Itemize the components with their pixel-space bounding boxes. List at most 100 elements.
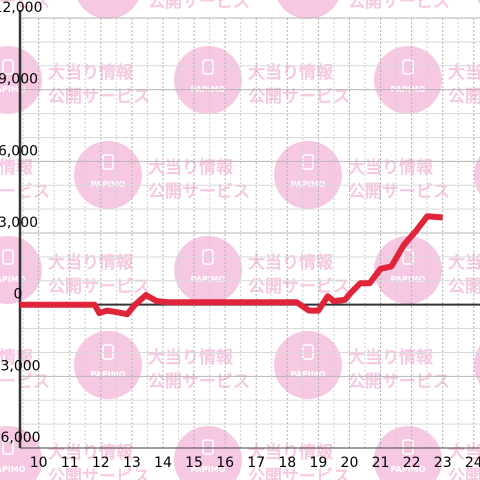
x-tick-label: 23 bbox=[434, 455, 452, 471]
watermark-logo-circle bbox=[374, 46, 442, 114]
x-tick-label: 17 bbox=[247, 455, 265, 471]
watermark-line1: 大当り情報 bbox=[448, 442, 480, 463]
y-tick-label: 9,000 bbox=[0, 72, 38, 88]
watermark-line1: 大当り情報 bbox=[248, 62, 334, 83]
watermark-line1: 大当り情報 bbox=[48, 252, 134, 273]
x-tick-label: 20 bbox=[341, 455, 359, 471]
watermark-logo-text: PAPIMO bbox=[191, 465, 226, 474]
watermark-logo-circle bbox=[474, 345, 480, 385]
watermark-line1: 大当り情報 bbox=[48, 62, 134, 83]
watermark-logo-circle bbox=[174, 236, 242, 304]
watermark-logo-text: PAPIMO bbox=[291, 370, 326, 379]
watermark-line1: 大当り情報 bbox=[148, 347, 234, 368]
watermark-line2: 公開サービス bbox=[48, 467, 150, 480]
watermark-logo-text: PAPIMO bbox=[0, 85, 26, 94]
watermark-logo-text: PAPIMO bbox=[291, 180, 326, 189]
watermark-logo-text: PAPIMO bbox=[91, 370, 126, 379]
watermark-line2: 公開サービス bbox=[48, 87, 150, 107]
watermark-line2: 公開サービス bbox=[448, 277, 480, 297]
watermark-line2: 公開サービス bbox=[0, 182, 50, 202]
watermark-line2: 公開サービス bbox=[48, 277, 150, 297]
watermark-line2: 公開サービス bbox=[448, 87, 480, 107]
x-tick-label: 22 bbox=[403, 455, 421, 471]
watermark-line1: 大当り情報 bbox=[248, 442, 334, 463]
slot-machine-icon bbox=[2, 249, 14, 265]
watermark-line2: 公開サービス bbox=[348, 0, 450, 12]
x-tick-label: 13 bbox=[123, 455, 141, 471]
watermark-line2: 公開サービス bbox=[148, 372, 250, 392]
y-tick-label: 6,000 bbox=[0, 143, 38, 159]
watermark-line1: 大当り情報 bbox=[348, 157, 434, 178]
y-tick-label: 3,000 bbox=[0, 215, 38, 231]
watermark-logo-text: PAPIMO bbox=[0, 275, 26, 284]
watermark-logo-circle bbox=[277, 0, 339, 19]
watermark-logo-circle bbox=[374, 236, 442, 304]
x-tick-label: 21 bbox=[372, 455, 390, 471]
watermark-logo-text: PAPIMO bbox=[191, 275, 226, 284]
watermark-line1: 大当り情報 bbox=[0, 157, 34, 178]
x-tick-label: 14 bbox=[154, 455, 172, 471]
y-tick-label: 0 bbox=[14, 287, 23, 303]
x-tick-label: 10 bbox=[30, 455, 48, 471]
slot-machine-icon bbox=[402, 439, 414, 455]
series-line-0 bbox=[20, 213, 443, 318]
slot-machine-icon bbox=[102, 154, 114, 170]
watermark-line1: 大当り情報 bbox=[348, 347, 434, 368]
x-tick-label: 16 bbox=[216, 455, 234, 471]
watermark-line1: 大当り情報 bbox=[148, 157, 234, 178]
x-tick-label: 15 bbox=[185, 455, 203, 471]
x-tick-label: 12 bbox=[92, 455, 110, 471]
watermark-logo-circle bbox=[477, 0, 480, 5]
watermark-line2: 公開サービス bbox=[248, 87, 350, 107]
watermark-line1: 大当り情報 bbox=[448, 252, 480, 273]
watermark-line2: 公開サービス bbox=[0, 0, 50, 12]
watermark-line2: 公開サービス bbox=[0, 372, 50, 392]
x-tick-label: 24 bbox=[465, 455, 480, 471]
y-tick-label: -3,000 bbox=[0, 358, 41, 374]
x-tick-label: 19 bbox=[309, 455, 327, 471]
x-tick-label: 18 bbox=[278, 455, 296, 471]
watermark-logo-text: PAPIMO bbox=[391, 465, 426, 474]
watermark-logo-circle bbox=[374, 426, 442, 480]
y-tick-label: 12,000 bbox=[0, 0, 43, 16]
watermark-logo-text: PAPIMO bbox=[91, 180, 126, 189]
watermark-logo-circle bbox=[174, 46, 242, 114]
watermark-line1: 大当り情報 bbox=[248, 252, 334, 273]
slot-machine-icon bbox=[202, 439, 214, 455]
watermark-logo-circle bbox=[274, 331, 342, 399]
watermark-line2: 公開サービス bbox=[148, 0, 250, 12]
watermark-line2: 公開サービス bbox=[248, 467, 350, 480]
watermark-logo-circle bbox=[74, 331, 142, 399]
watermark-line2: 公開サービス bbox=[348, 182, 450, 202]
watermark-logo-circle bbox=[474, 155, 480, 195]
watermark-line2: 公開サービス bbox=[348, 372, 450, 392]
slot-machine-icon bbox=[202, 59, 214, 75]
slot-machine-icon bbox=[2, 439, 14, 455]
watermark-line2: 公開サービス bbox=[248, 277, 350, 297]
watermark-logo-circle bbox=[274, 141, 342, 209]
grid-layer bbox=[20, 17, 480, 449]
watermark-logo-text: PAPIMO bbox=[391, 275, 426, 284]
watermark-line2: 公開サービス bbox=[448, 467, 480, 480]
